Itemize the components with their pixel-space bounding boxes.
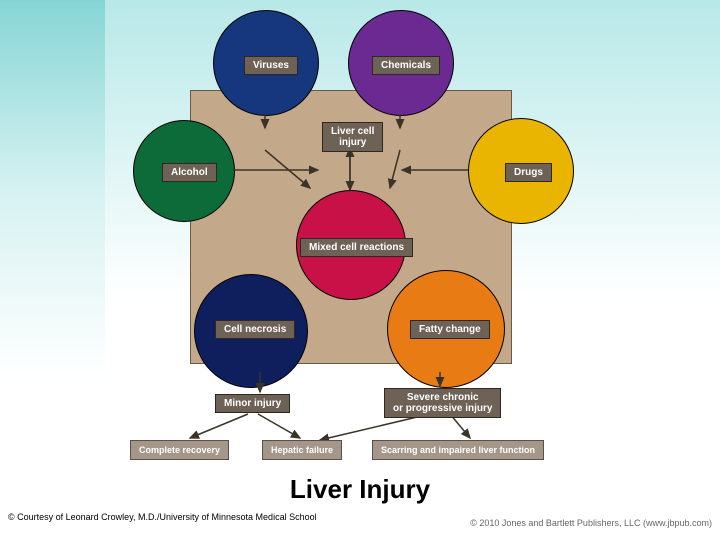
label-severe-injury: Severe chronicor progressive injury <box>384 388 501 418</box>
label-chemicals: Chemicals <box>372 56 440 75</box>
label-minor-injury: Minor injury <box>215 394 290 413</box>
diagram-canvas: Viruses Chemicals Alcohol Drugs Liver ce… <box>0 0 720 540</box>
label-fatty: Fatty change <box>410 320 490 339</box>
label-viruses: Viruses <box>244 56 298 75</box>
publisher-line: © 2010 Jones and Bartlett Publishers, LL… <box>470 518 712 528</box>
outcome-scarring: Scarring and impaired liver function <box>372 440 544 460</box>
outcome-hepatic-failure: Hepatic failure <box>262 440 342 460</box>
label-drugs: Drugs <box>505 163 552 182</box>
label-liver-cell-injury: Liver cellinjury <box>322 122 383 152</box>
outcome-complete-recovery: Complete recovery <box>130 440 229 460</box>
slide-title: Liver Injury <box>0 474 720 505</box>
label-mixed: Mixed cell reactions <box>300 238 413 257</box>
credit-line: © Courtesy of Leonard Crowley, M.D./Univ… <box>8 512 317 522</box>
label-necrosis: Cell necrosis <box>215 320 295 339</box>
label-alcohol: Alcohol <box>162 163 217 182</box>
